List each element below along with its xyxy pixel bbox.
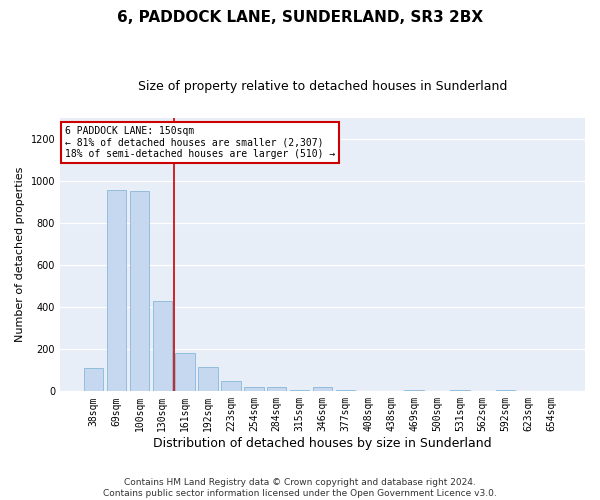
- Bar: [84, 368, 103, 392]
- Bar: [152, 302, 172, 392]
- Bar: [313, 386, 332, 392]
- Text: 6, PADDOCK LANE, SUNDERLAND, SR3 2BX: 6, PADDOCK LANE, SUNDERLAND, SR3 2BX: [117, 10, 483, 25]
- Bar: [267, 387, 286, 392]
- X-axis label: Distribution of detached houses by size in Sunderland: Distribution of detached houses by size …: [153, 437, 492, 450]
- Bar: [290, 390, 310, 392]
- Bar: [496, 390, 515, 392]
- Bar: [130, 192, 149, 392]
- Y-axis label: Number of detached properties: Number of detached properties: [15, 167, 25, 342]
- Bar: [221, 381, 241, 392]
- Bar: [244, 386, 263, 392]
- Bar: [450, 390, 470, 392]
- Bar: [335, 390, 355, 392]
- Bar: [175, 354, 195, 392]
- Bar: [199, 366, 218, 392]
- Bar: [107, 190, 126, 392]
- Text: 6 PADDOCK LANE: 150sqm
← 81% of detached houses are smaller (2,307)
18% of semi-: 6 PADDOCK LANE: 150sqm ← 81% of detached…: [65, 126, 335, 159]
- Title: Size of property relative to detached houses in Sunderland: Size of property relative to detached ho…: [138, 80, 507, 93]
- Text: Contains HM Land Registry data © Crown copyright and database right 2024.
Contai: Contains HM Land Registry data © Crown c…: [103, 478, 497, 498]
- Bar: [404, 390, 424, 392]
